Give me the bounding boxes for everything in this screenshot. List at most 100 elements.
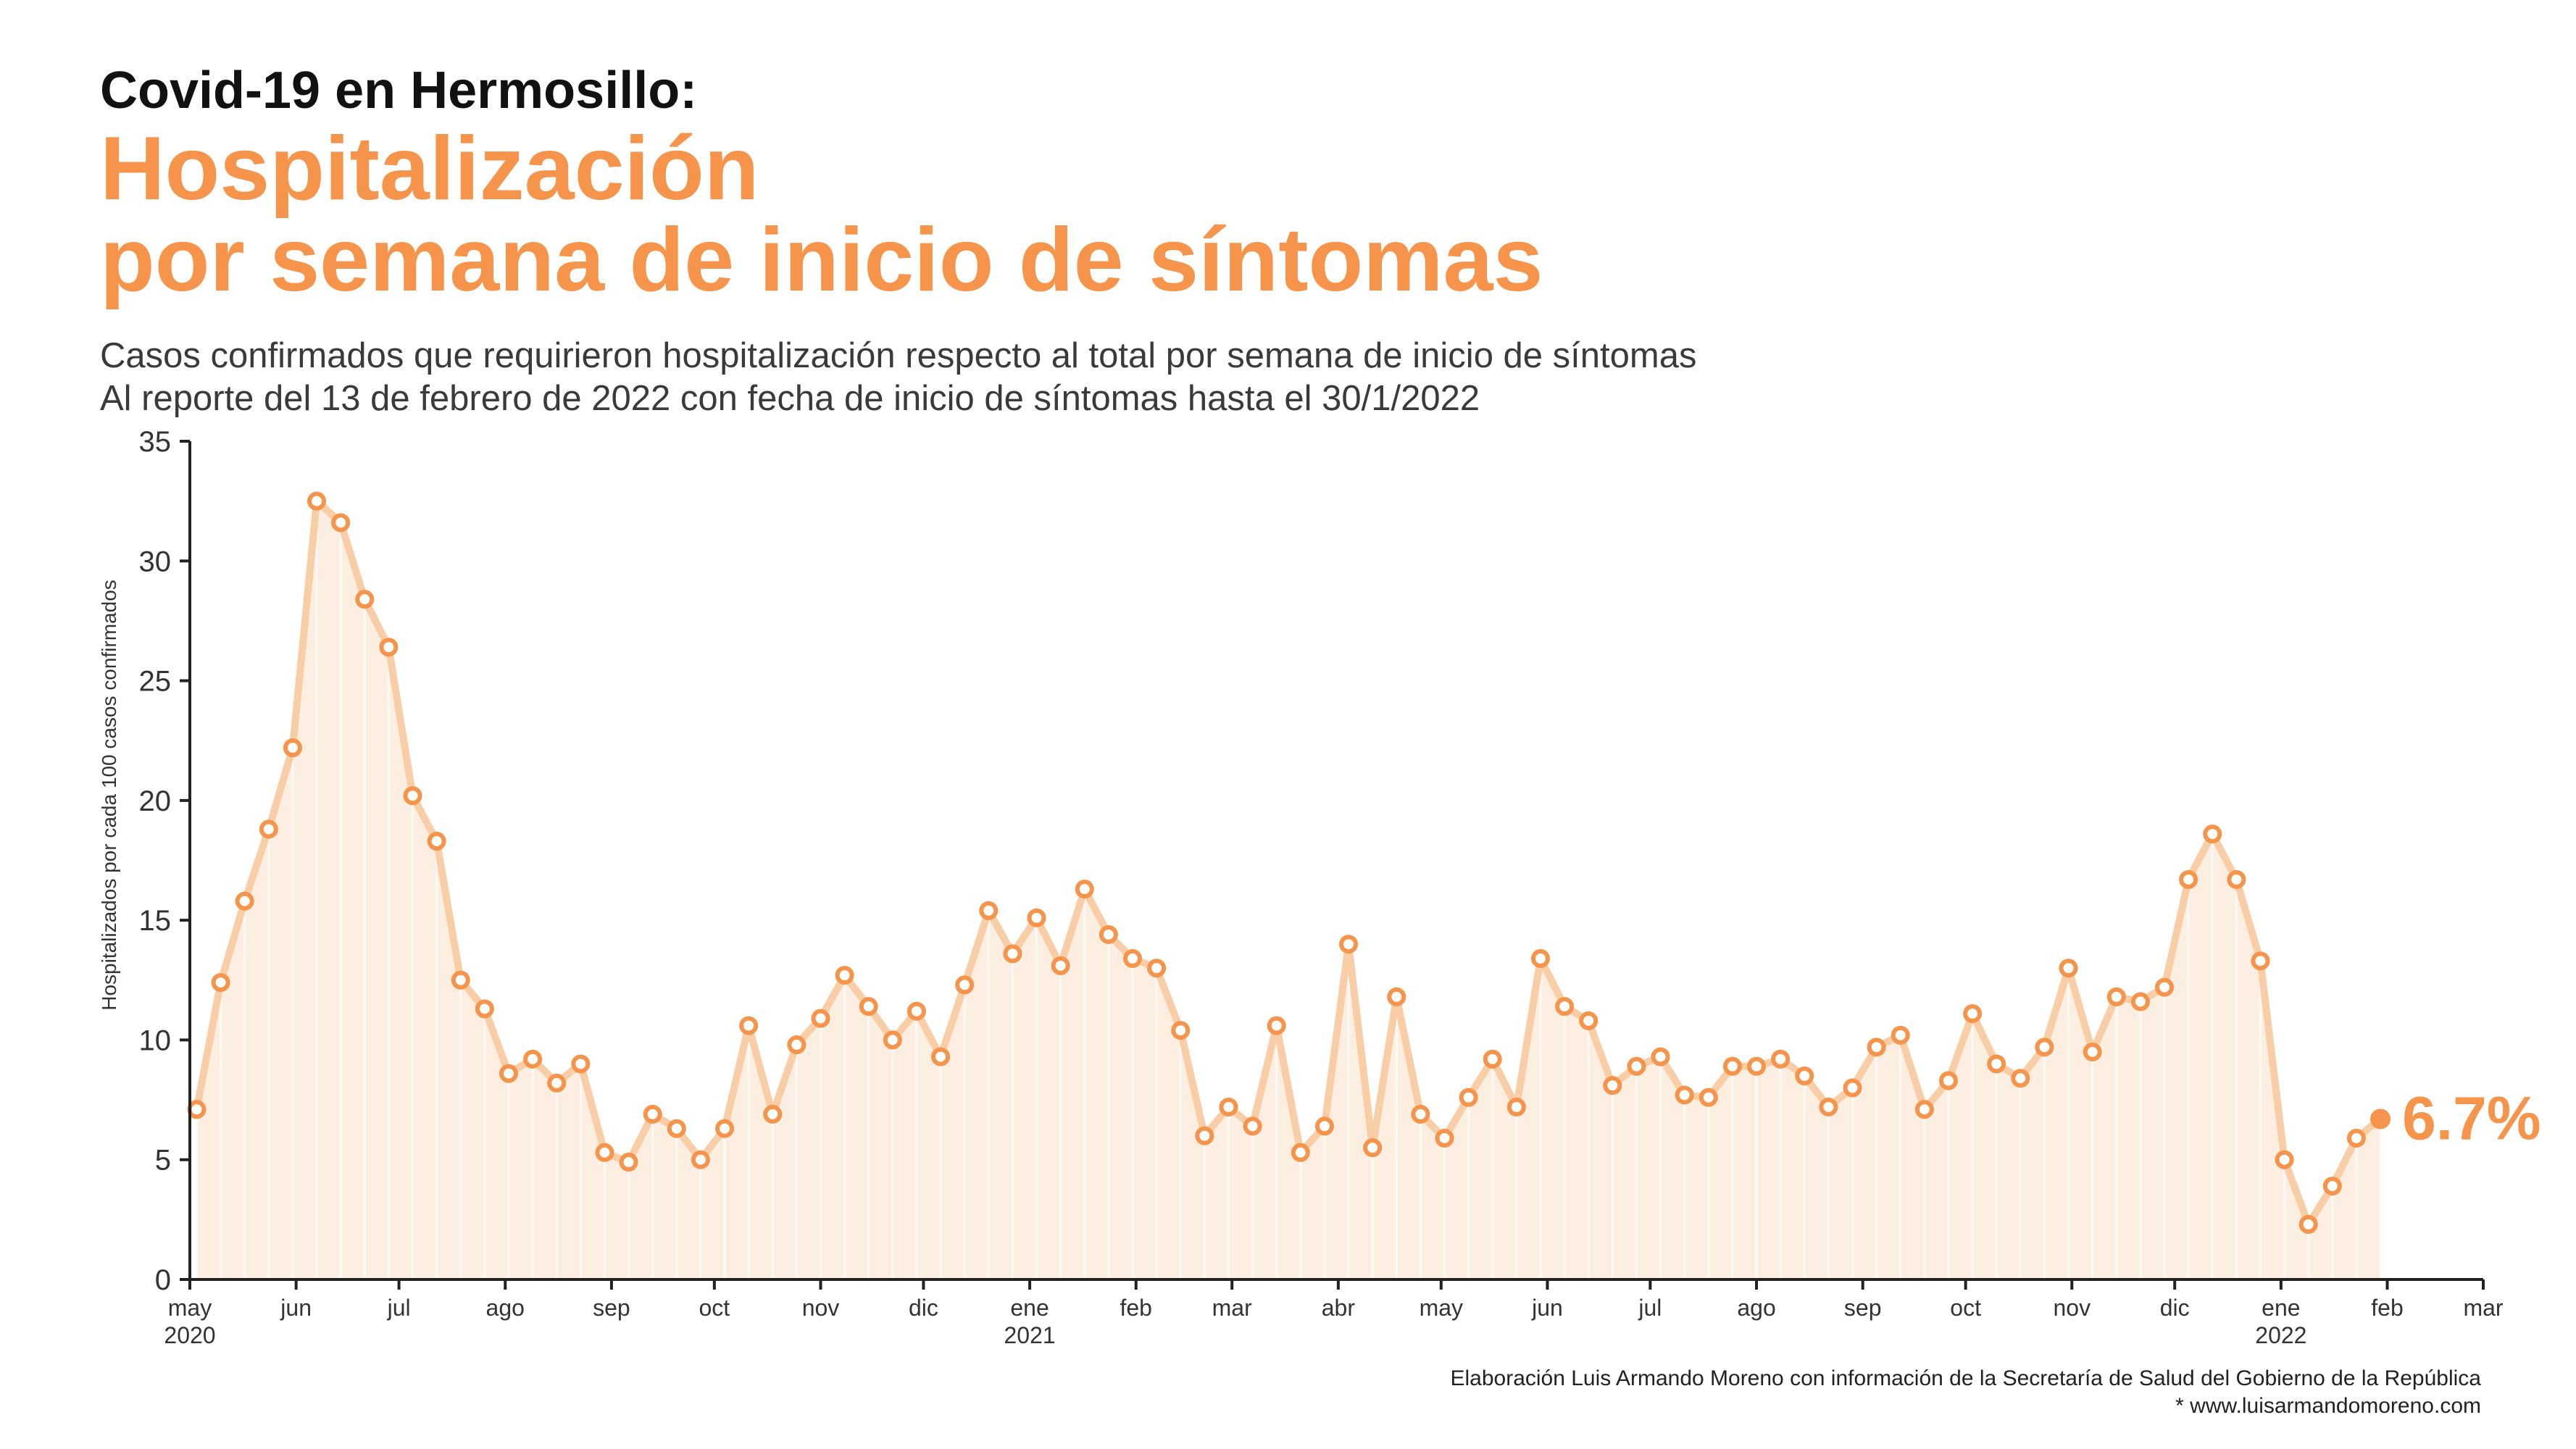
data-point <box>1533 951 1548 966</box>
x-tick-label: abr <box>1322 1295 1356 1321</box>
area-fill <box>196 501 2380 1279</box>
y-tick-label: 30 <box>139 546 172 577</box>
last-data-point <box>2372 1111 2388 1127</box>
x-tick-label: jun <box>1531 1295 1563 1321</box>
x-tick-label: may <box>168 1295 212 1321</box>
data-point <box>741 1019 756 1033</box>
x-tick-label: jul <box>1638 1295 1662 1321</box>
data-point <box>1317 1119 1332 1133</box>
data-point <box>1438 1131 1452 1145</box>
data-point <box>2277 1153 2292 1167</box>
data-point <box>1989 1056 2004 1071</box>
data-point <box>406 788 420 803</box>
data-point <box>2109 990 2124 1004</box>
x-tick-label: jun <box>280 1295 312 1321</box>
x-tick-label: ene <box>2262 1295 2300 1321</box>
data-point <box>981 903 996 918</box>
data-point <box>765 1107 780 1122</box>
data-point <box>1246 1119 1260 1133</box>
y-tick-label: 35 <box>139 426 172 458</box>
x-tick-year-label: 2020 <box>164 1322 215 1348</box>
y-axis-label: Hospitalizados por cada 100 casos confir… <box>98 580 120 1011</box>
data-point <box>2301 1217 2316 1232</box>
data-point <box>1365 1140 1380 1155</box>
data-point <box>1509 1100 1524 1114</box>
data-point <box>478 1001 492 1016</box>
data-point <box>1965 1006 1980 1021</box>
data-point <box>430 834 444 848</box>
y-tick-label: 25 <box>139 666 172 698</box>
data-point <box>1917 1102 1932 1116</box>
data-point <box>2349 1131 2364 1145</box>
data-point <box>1030 911 1044 925</box>
data-point <box>2157 980 2172 995</box>
data-point <box>1654 1050 1668 1064</box>
y-tick-label: 10 <box>139 1024 172 1056</box>
x-tick-label: nov <box>2053 1295 2091 1321</box>
y-tick-label: 15 <box>139 905 172 937</box>
x-tick-label: sep <box>593 1295 630 1321</box>
data-point <box>573 1056 588 1071</box>
data-point <box>309 494 324 509</box>
data-point <box>549 1076 564 1090</box>
data-point <box>1125 951 1140 966</box>
data-point <box>1797 1069 1812 1083</box>
data-point <box>1389 990 1404 1004</box>
data-point <box>862 999 876 1014</box>
data-point <box>1677 1087 1692 1102</box>
data-point <box>1054 959 1068 973</box>
data-point <box>1413 1107 1427 1122</box>
data-point <box>2133 995 2148 1009</box>
data-point <box>1341 937 1356 951</box>
data-point <box>909 1004 924 1019</box>
x-tick-label: dic <box>2160 1295 2190 1321</box>
data-point <box>670 1122 684 1136</box>
data-point <box>1005 946 1020 961</box>
x-tick-label: oct <box>699 1295 730 1321</box>
data-point <box>1821 1100 1835 1114</box>
x-tick-label: may <box>1420 1295 1463 1321</box>
data-point <box>1941 1074 1956 1088</box>
x-tick-year-label: 2022 <box>2255 1322 2306 1348</box>
data-point <box>693 1153 708 1167</box>
data-point <box>214 975 228 990</box>
x-tick-label: mar <box>1212 1295 1252 1321</box>
y-tick-label: 0 <box>155 1264 171 1296</box>
x-tick-label: ago <box>486 1295 525 1321</box>
x-tick-label: mar <box>2463 1295 2503 1321</box>
data-point <box>717 1122 732 1136</box>
x-tick-label: jul <box>387 1295 411 1321</box>
data-point <box>1749 1059 1764 1074</box>
x-tick-label: ago <box>1737 1295 1775 1321</box>
data-point <box>1221 1100 1235 1114</box>
data-point <box>1557 999 1572 1014</box>
y-tick-label: 20 <box>139 785 172 817</box>
data-point <box>2325 1179 2340 1193</box>
data-point <box>1173 1023 1188 1037</box>
chart-footer: Elaboración Luis Armando Moreno con info… <box>1450 1365 2481 1419</box>
data-point <box>1629 1059 1643 1074</box>
data-point <box>381 640 396 654</box>
data-point <box>2181 872 2196 887</box>
data-point <box>501 1066 516 1081</box>
x-tick-label: sep <box>1844 1295 1882 1321</box>
x-tick-label: ene <box>1010 1295 1049 1321</box>
data-point <box>838 968 852 982</box>
x-tick-label: feb <box>1120 1295 1151 1321</box>
data-point <box>2229 872 2243 887</box>
data-point <box>1462 1090 1476 1105</box>
data-point <box>1701 1090 1716 1105</box>
data-point <box>1725 1059 1740 1074</box>
data-point <box>1485 1052 1500 1066</box>
x-tick-label: feb <box>2371 1295 2403 1321</box>
data-point <box>525 1052 540 1066</box>
data-point <box>189 1102 204 1116</box>
data-point <box>1893 1028 1908 1043</box>
data-point <box>789 1037 804 1052</box>
data-point <box>1101 927 1116 942</box>
data-point <box>1581 1014 1596 1028</box>
data-point <box>285 740 300 755</box>
data-point <box>1605 1078 1620 1093</box>
data-point <box>238 894 252 909</box>
data-point <box>933 1050 948 1064</box>
